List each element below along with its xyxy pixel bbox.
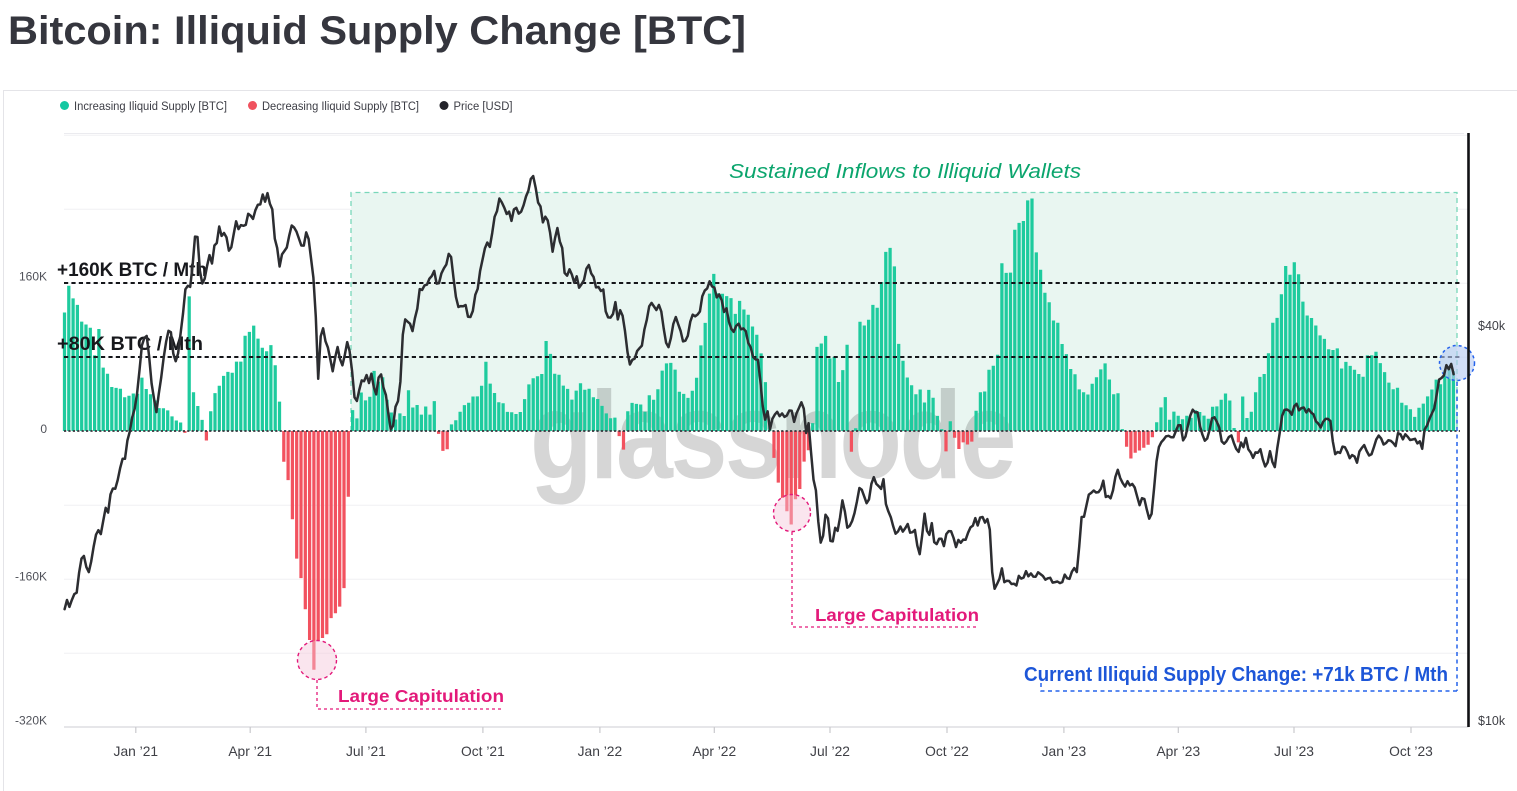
svg-text:Current Illiquid Supply Change: Current Illiquid Supply Change: +71k BTC…: [1024, 664, 1448, 686]
svg-text:Large Capitulation: Large Capitulation: [815, 605, 979, 625]
svg-text:Jan ’23: Jan ’23: [1042, 744, 1087, 759]
svg-text:Jul ’22: Jul ’22: [810, 744, 850, 759]
svg-text:Apr ’23: Apr ’23: [1156, 744, 1200, 759]
svg-text:160K: 160K: [19, 270, 47, 284]
svg-text:Large Capitulation: Large Capitulation: [338, 686, 504, 706]
svg-text:Bitcoin: Illiquid Supply Chang: Bitcoin: Illiquid Supply Change [BTC]: [8, 9, 746, 53]
svg-text:Sustained Inflows to Illiquid: Sustained Inflows to Illiquid Wallets: [729, 161, 1081, 183]
svg-text:Jul ’21: Jul ’21: [346, 744, 386, 759]
svg-text:Decreasing Iliquid Supply [BTC: Decreasing Iliquid Supply [BTC]: [262, 99, 419, 113]
svg-text:$10k: $10k: [1478, 714, 1506, 728]
svg-text:Increasing Iliquid Supply [BTC: Increasing Iliquid Supply [BTC]: [74, 99, 227, 113]
svg-text:Jul ’23: Jul ’23: [1274, 744, 1314, 759]
svg-text:$40k: $40k: [1478, 319, 1506, 333]
svg-text:Oct ’23: Oct ’23: [1389, 744, 1433, 759]
svg-text:glassnode: glassnode: [530, 367, 1014, 505]
svg-text:Oct ’22: Oct ’22: [925, 744, 969, 759]
svg-text:Apr ’22: Apr ’22: [692, 744, 736, 759]
svg-text:Price [USD]: Price [USD]: [454, 99, 513, 113]
svg-text:Oct ’21: Oct ’21: [461, 744, 505, 759]
svg-text:Jan ’21: Jan ’21: [114, 744, 159, 759]
svg-text:-160K: -160K: [15, 570, 47, 584]
svg-text:0: 0: [40, 422, 47, 436]
svg-text:-320K: -320K: [15, 714, 47, 728]
svg-text:Apr ’21: Apr ’21: [228, 744, 272, 759]
svg-text:Jan ’22: Jan ’22: [578, 744, 623, 759]
svg-text:+160K BTC / Mth: +160K BTC / Mth: [57, 259, 207, 281]
